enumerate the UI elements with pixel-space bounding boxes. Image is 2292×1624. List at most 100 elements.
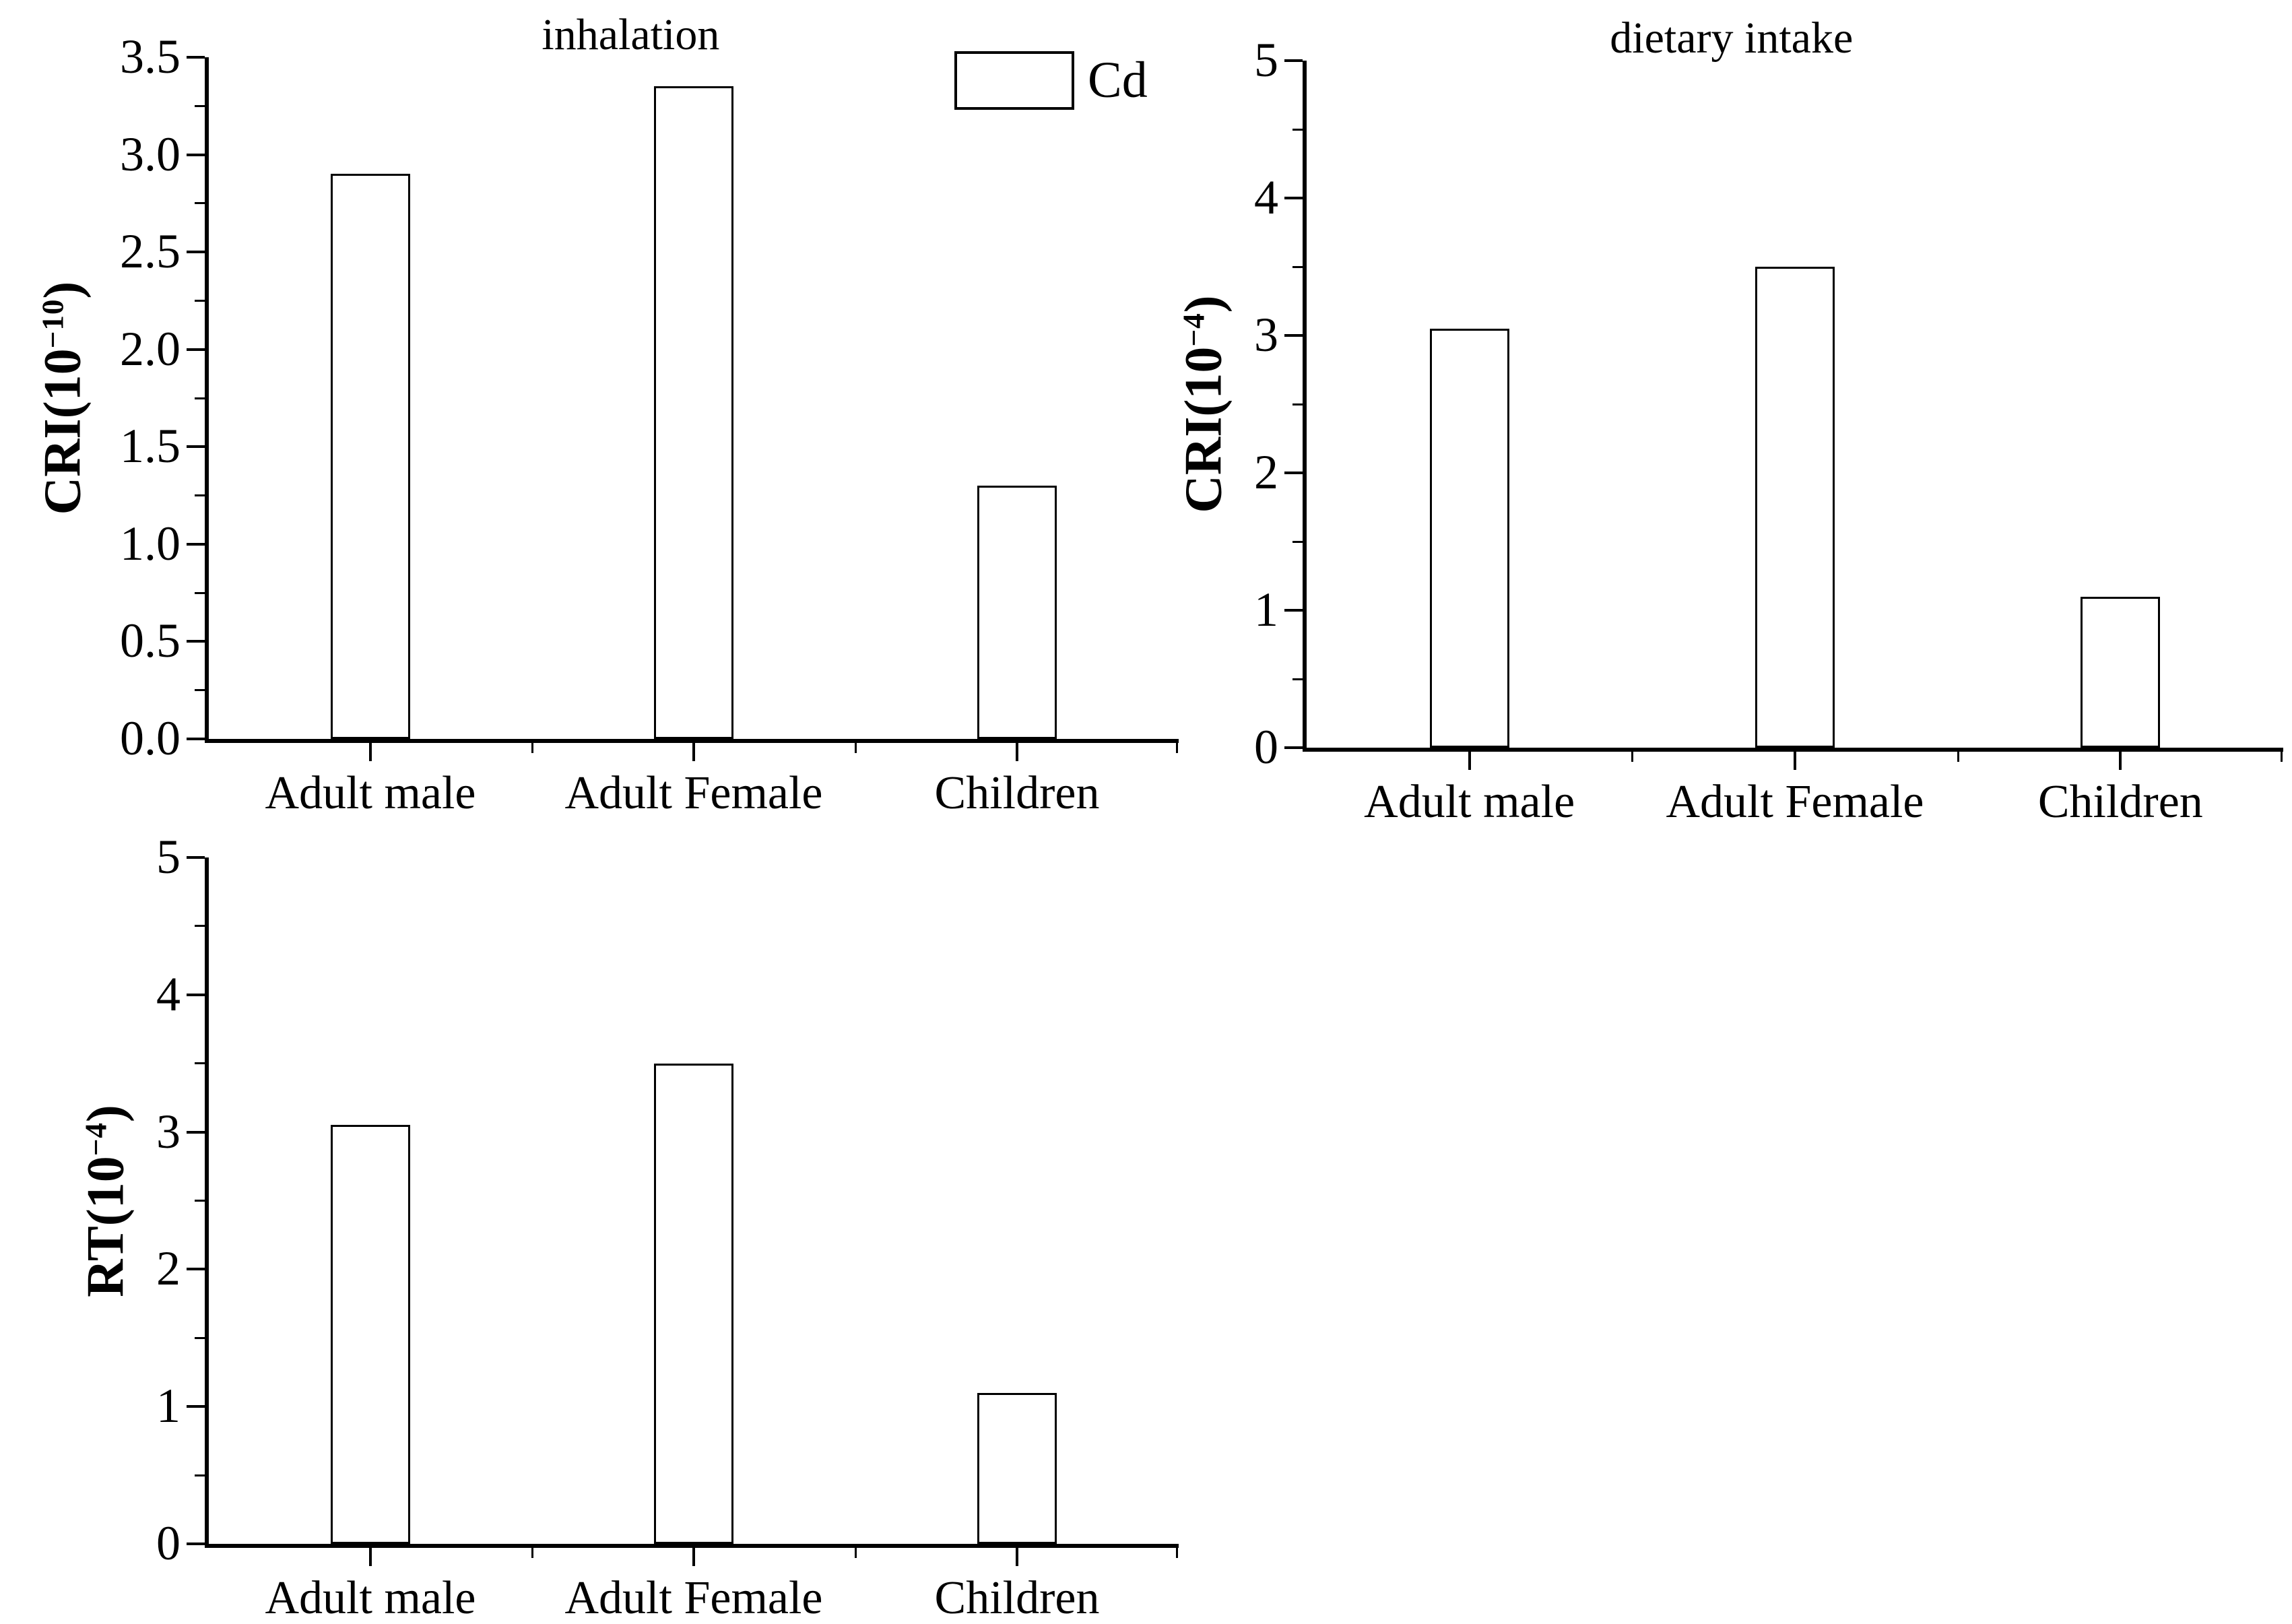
y-minor-tick [1292,128,1303,131]
y-minor-tick [195,1062,205,1065]
y-minor-tick [195,299,205,302]
y-axis-label-prefix: RT(10 [75,1155,135,1297]
y-major-tick [187,640,205,643]
y-axis-line [1303,61,1307,752]
y-minor-tick [195,202,205,205]
y-tick-label: 1 [156,1379,181,1433]
y-axis-label: CRI(10−10) [32,281,96,515]
x-major-tick [692,1548,695,1566]
x-major-tick [1468,752,1471,770]
x-category-label: Adult male [265,1572,476,1624]
y-tick-label: 1 [1254,583,1278,637]
bar-adult-female [654,1063,733,1544]
bar-adult-male [331,1125,410,1544]
y-major-tick [187,993,205,996]
y-major-tick [1284,746,1303,749]
y-axis-label: RT(10−4) [75,1104,139,1297]
y-major-tick [187,542,205,546]
y-minor-tick [1292,403,1303,405]
x-major-tick [1016,1548,1018,1566]
y-tick-label: 3 [156,1104,181,1159]
plot-area: 0 1 2 3 4 5 Adult male Adult Female Children [1254,36,2283,827]
y-minor-tick [195,689,205,692]
y-major-tick [187,1130,205,1134]
x-category-label: Adult male [1364,776,1575,828]
y-minor-tick [195,1474,205,1476]
y-tick-label: 3 [1254,308,1278,362]
chart-dietary-intake: dietary intake CRI(10−4) 0 1 2 3 4 5 Adult mal… [1174,16,2283,827]
y-axis-label-suffix: ) [1173,295,1233,313]
x-category-label: Adult male [265,767,476,819]
chart-rt: RT(10−4) 0 1 2 3 4 5 Adult male Adult Female Chi… [76,833,1179,1623]
x-minor-tick [855,1548,857,1558]
y-major-tick [187,1268,205,1271]
y-tick-label: 4 [1254,170,1278,224]
y-minor-tick [195,104,205,107]
x-category-label: Children [2037,776,2203,828]
x-major-tick [369,1548,372,1566]
bar-adult-male [331,174,410,739]
y-tick-label: 1.5 [120,419,181,474]
y-axis-label-prefix: CRI(10 [1173,346,1233,513]
y-major-tick [187,738,205,740]
x-category-label: Children [934,1572,1100,1624]
y-minor-tick [195,494,205,497]
y-tick-label: 0 [1254,720,1278,774]
y-minor-tick [1292,678,1303,680]
y-tick-label: 5 [1254,33,1278,87]
y-major-tick [187,348,205,351]
y-axis-label-exponent: −10 [36,298,70,349]
y-axis-label-suffix: ) [75,1104,135,1122]
x-minor-tick [1957,752,1959,762]
bar-children [2081,596,2161,748]
y-axis-label-exponent: −4 [79,1122,113,1156]
y-major-tick [187,856,205,859]
bar-adult-male [1429,328,1509,748]
y-tick-label: 2 [156,1241,181,1296]
y-major-tick [1284,59,1303,62]
y-tick-label: 0.5 [120,614,181,668]
bar-adult-female [1755,267,1835,748]
x-major-tick [1794,752,1796,770]
x-category-label: Adult Female [564,1572,823,1624]
y-tick-label: 2.0 [120,321,181,376]
y-tick-label: 1.0 [120,516,181,571]
y-minor-tick [195,1336,205,1339]
y-tick-label: 2 [1254,445,1278,499]
y-tick-label: 5 [156,830,181,884]
y-major-tick [187,153,205,156]
y-major-tick [187,251,205,254]
y-minor-tick [195,1200,205,1202]
y-axis-label-exponent: −4 [1177,313,1211,347]
x-minor-tick [531,743,533,753]
x-minor-tick [855,743,857,753]
y-minor-tick [195,591,205,594]
y-axis-line [205,857,209,1548]
y-major-tick [187,1542,205,1545]
y-tick-label: 4 [156,967,181,1021]
x-minor-tick [2281,752,2283,762]
x-category-label: Adult Female [1666,776,1924,828]
y-minor-tick [1292,540,1303,543]
y-tick-label: 0.0 [120,711,181,765]
x-minor-tick [1631,752,1634,762]
y-tick-label: 2.5 [120,224,181,279]
x-axis-line [1303,748,2283,752]
y-axis-line [205,57,209,743]
x-category-label: Children [934,767,1100,819]
x-axis-line [205,739,1179,743]
bar-adult-female [654,86,733,739]
x-major-tick [1016,743,1018,761]
x-major-tick [2119,752,2122,770]
x-minor-tick [531,1548,533,1558]
y-major-tick [1284,334,1303,337]
y-minor-tick [195,925,205,928]
y-tick-label: 3.0 [120,127,181,181]
y-axis-label-suffix: ) [32,281,92,299]
y-axis-label: CRI(10−4) [1173,295,1237,513]
y-major-tick [1284,197,1303,199]
x-minor-tick [1176,1548,1178,1558]
x-major-tick [692,743,695,761]
legend: Cd [954,51,1148,110]
bar-children [977,1392,1057,1544]
